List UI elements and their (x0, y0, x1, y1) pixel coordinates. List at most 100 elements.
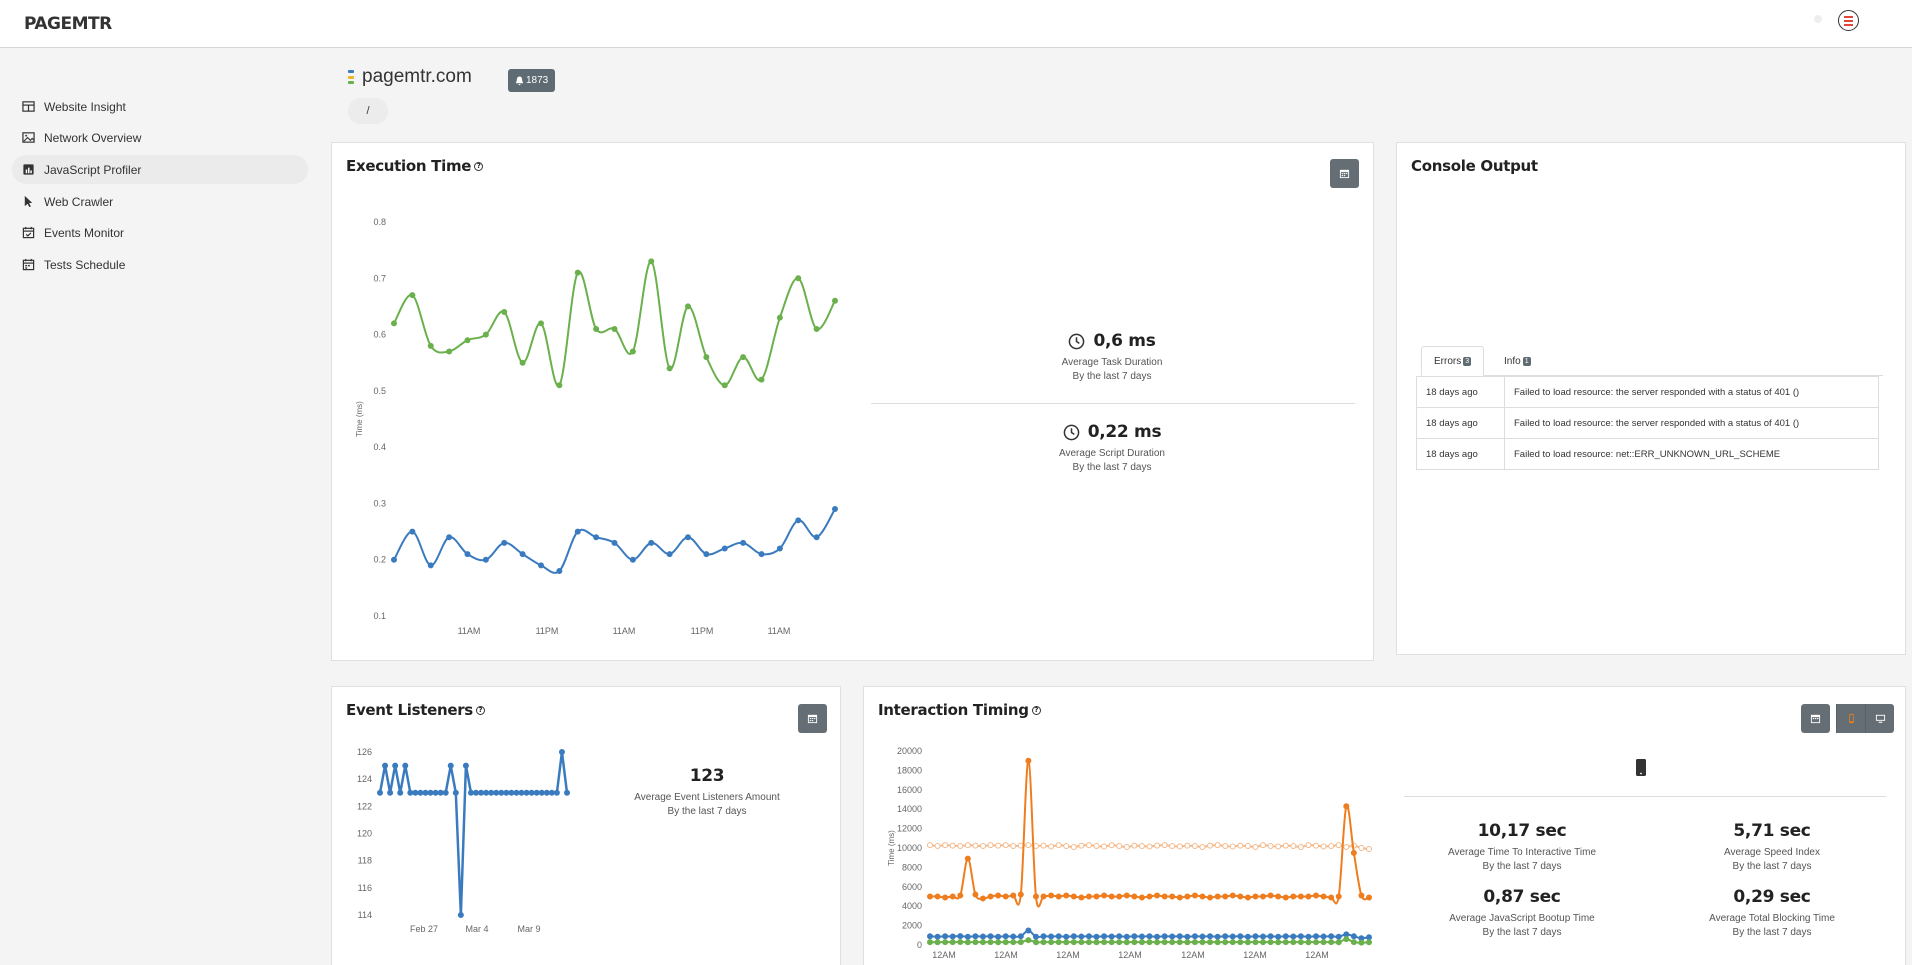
data-point (934, 939, 941, 946)
y-tick-label: 0.5 (373, 386, 386, 396)
data-point (1002, 939, 1009, 946)
stat-total-blocking-time: 0,29 sec Average Total Blocking Time By … (1709, 887, 1835, 938)
sidebar-item-network-overview[interactable]: Network Overview (12, 123, 308, 152)
data-point (1320, 893, 1327, 900)
data-point (442, 789, 449, 796)
sidebar-item-label: Website Insight (44, 99, 126, 114)
data-point (957, 843, 964, 850)
data-point (1366, 894, 1372, 901)
data-point (1343, 844, 1350, 851)
data-point (1093, 939, 1100, 946)
mobile-toggle-button[interactable] (1836, 704, 1865, 733)
data-point (1040, 842, 1047, 849)
data-point (1025, 937, 1032, 944)
data-point (1161, 893, 1168, 900)
data-point (553, 789, 560, 796)
tab-info[interactable]: Info 1 (1504, 355, 1531, 367)
sidebar-item-web-crawler[interactable]: Web Crawler (12, 187, 308, 216)
notifications-badge[interactable]: 1873 (508, 69, 556, 92)
breadcrumb[interactable]: / (348, 98, 388, 124)
data-point (593, 325, 600, 332)
sidebar-item-javascript-profiler[interactable]: JavaScript Profiler (12, 155, 308, 184)
sidebar-item-label: JavaScript Profiler (44, 162, 142, 177)
data-point (1055, 939, 1062, 946)
data-point (1290, 843, 1297, 850)
execution-time-chart: 0.1 0.2 0.3 0.4 0.5 0.6 0.7 0.8 11AM 11PM 11AM 11PM… (355, 217, 838, 636)
sidebar-item-tests-schedule[interactable]: Tests Schedule (12, 250, 308, 279)
data-point (1116, 843, 1123, 850)
y-tick-label: 0.4 (373, 442, 386, 452)
x-tick-label: 12AM (1118, 950, 1142, 960)
data-point (1078, 842, 1085, 849)
data-point (556, 382, 563, 389)
data-point (1154, 842, 1161, 849)
data-point (979, 939, 986, 946)
data-point (1085, 842, 1092, 849)
app-logo[interactable]: PAGEMTR (24, 14, 112, 34)
stat-average-task-duration: 0,6 ms Average Task Duration By the last… (1061, 331, 1163, 382)
notifications-count: 1873 (526, 75, 549, 86)
menu-icon[interactable] (1838, 10, 1859, 31)
data-point (1063, 843, 1070, 850)
help-icon[interactable]: ? (1031, 705, 1041, 715)
data-point (1040, 893, 1047, 900)
help-icon[interactable]: ? (475, 705, 485, 715)
data-point (1131, 842, 1138, 849)
data-point (949, 933, 956, 940)
data-point (1131, 893, 1138, 900)
data-point (1101, 933, 1108, 940)
data-point (501, 309, 508, 316)
data-point (995, 892, 1002, 899)
data-point (446, 348, 453, 355)
sidebar-item-events-monitor[interactable]: Events Monitor (12, 218, 308, 247)
x-tick-label: 12AM (932, 950, 956, 960)
y-axis-label: Time (ms) (355, 401, 364, 437)
data-point (1176, 843, 1183, 850)
data-point (1184, 939, 1191, 946)
desktop-toggle-button[interactable] (1865, 704, 1894, 733)
data-point (1328, 894, 1335, 901)
sidebar-item-label: Events Monitor (44, 225, 125, 240)
data-point (1366, 934, 1372, 941)
x-tick-label: 11PM (691, 626, 714, 636)
x-tick-label: 12AM (994, 950, 1018, 960)
divider (1404, 796, 1886, 797)
sidebar-item-website-insight[interactable]: Website Insight (12, 92, 308, 121)
data-point (629, 348, 636, 355)
data-point (964, 939, 971, 946)
data-point (1184, 842, 1191, 849)
data-point (1290, 893, 1297, 900)
x-tick-label: 12AM (1305, 950, 1329, 960)
date-range-button[interactable] (798, 704, 827, 733)
data-point (648, 258, 655, 265)
data-point (964, 842, 971, 849)
data-point (1252, 893, 1259, 900)
mobile-icon (1636, 759, 1646, 776)
data-point (1282, 933, 1289, 940)
data-point (1214, 933, 1221, 940)
data-point (1214, 939, 1221, 946)
data-point (813, 325, 820, 332)
data-point (1093, 843, 1100, 850)
device-toggle (1801, 704, 1894, 733)
data-point (1108, 893, 1115, 900)
data-point (1108, 939, 1115, 946)
tab-errors[interactable]: Errors 3 (1421, 346, 1485, 376)
data-point (957, 892, 964, 899)
data-point (1260, 842, 1267, 849)
execution-time-title: Execution Time? (346, 157, 484, 175)
status-dot (1814, 15, 1822, 23)
data-point (987, 893, 994, 900)
data-point (942, 933, 949, 940)
data-point (1222, 939, 1229, 946)
data-point (518, 789, 525, 796)
data-point (1070, 933, 1077, 940)
date-range-button[interactable] (1801, 704, 1830, 733)
date-range-button[interactable] (1330, 159, 1359, 188)
help-icon[interactable]: ? (474, 161, 484, 171)
sidebar-item-label: Tests Schedule (44, 257, 126, 272)
data-point (1335, 842, 1342, 849)
data-point (1260, 939, 1267, 946)
y-tick-label: 0.1 (373, 611, 386, 621)
data-point (1161, 842, 1168, 849)
